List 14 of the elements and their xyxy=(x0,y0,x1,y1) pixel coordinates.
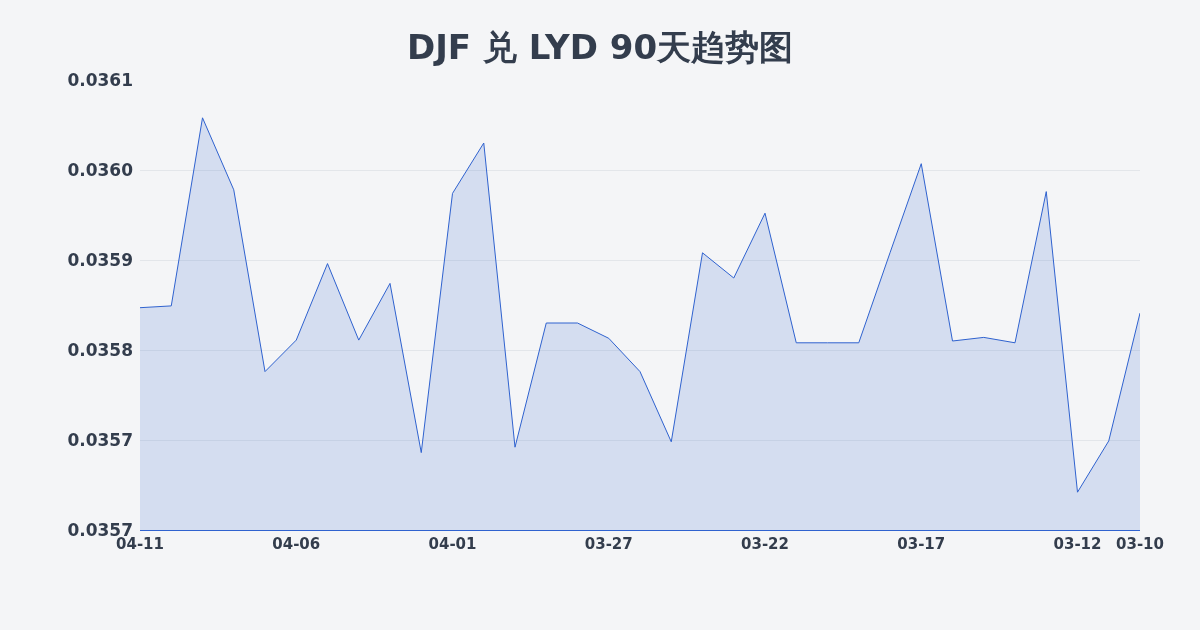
x-tick-label: 03-10 xyxy=(1116,535,1164,553)
y-tick-label: 0.0359 xyxy=(67,249,133,270)
x-tick-label: 03-22 xyxy=(741,535,789,553)
x-tick-label: 03-27 xyxy=(584,535,633,553)
x-tick-label: 04-06 xyxy=(272,535,321,553)
chart-title: DJF 兑 LYD 90天趋势图 xyxy=(406,27,794,68)
x-tick-label: 03-17 xyxy=(897,535,946,553)
x-tick-label: 04-01 xyxy=(428,535,477,553)
y-tick-label: 0.0361 xyxy=(67,69,133,90)
y-tick-label: 0.0360 xyxy=(67,159,134,180)
y-tick-label: 0.0357 xyxy=(67,429,133,450)
x-tick-label: 04-11 xyxy=(116,535,164,553)
x-tick-label: 03-12 xyxy=(1053,535,1102,553)
y-tick-label: 0.0358 xyxy=(67,339,133,360)
